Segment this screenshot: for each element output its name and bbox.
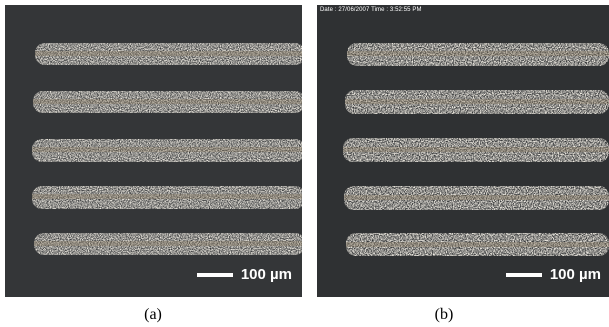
scale-bar-a: 100 µm bbox=[196, 266, 292, 283]
micrograph-panel-a: 100 µm bbox=[5, 5, 302, 297]
line-stripe bbox=[33, 91, 302, 113]
printed-lines-image-a bbox=[32, 43, 302, 255]
panel-caption-b: (b) bbox=[434, 306, 454, 323]
micrograph-panel-b: Date : 27/06/2007 Time : 3:52:55 PM 100 … bbox=[317, 5, 609, 297]
scale-bar-label: 100 µm bbox=[240, 266, 292, 283]
line-stripe bbox=[347, 43, 609, 66]
scale-bar-label: 100 µm bbox=[549, 266, 601, 283]
line-stripe bbox=[32, 186, 302, 209]
line-stripes-b bbox=[343, 43, 609, 256]
scale-bar-line bbox=[505, 272, 542, 277]
line-stripe bbox=[35, 43, 302, 65]
line-stripe bbox=[343, 138, 609, 162]
printed-lines-image-b bbox=[343, 43, 609, 256]
scale-bar-b: 100 µm bbox=[505, 266, 601, 283]
line-stripe bbox=[34, 233, 302, 255]
line-stripe bbox=[346, 233, 609, 256]
line-stripe bbox=[344, 186, 609, 210]
line-stripe bbox=[32, 139, 302, 162]
panel-caption-a: (a) bbox=[144, 306, 162, 323]
line-stripes-a bbox=[32, 43, 302, 255]
timestamp-text: Date : 27/06/2007 Time : 3:52:55 PM bbox=[320, 7, 422, 13]
scale-bar-line bbox=[196, 272, 233, 277]
line-stripe bbox=[345, 90, 609, 114]
